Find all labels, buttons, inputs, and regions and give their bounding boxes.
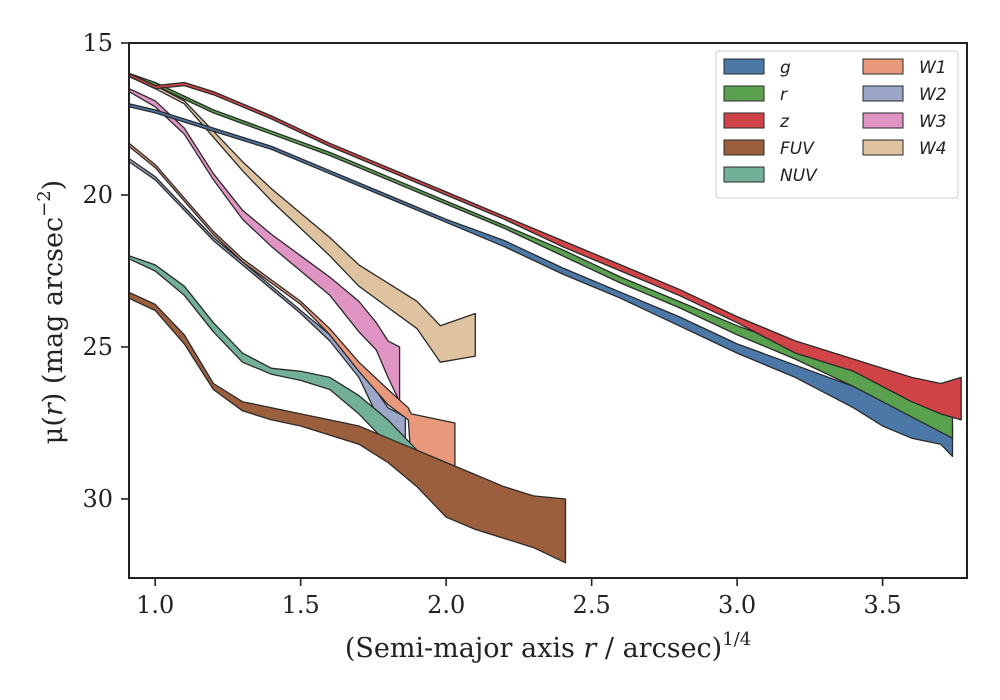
series-band-w4 — [129, 73, 475, 362]
legend-swatch-w4 — [863, 140, 903, 155]
legend-swatch-w2 — [863, 86, 903, 101]
y-tick-label: 20 — [82, 181, 113, 209]
legend-label-r: r — [780, 85, 788, 105]
x-tick-label: 3.0 — [718, 591, 756, 619]
x-tick-label: 2.5 — [573, 591, 611, 619]
legend-label-w4: W4 — [919, 139, 947, 159]
legend-label-nuv: NUV — [780, 166, 818, 186]
x-axis-label: (Semi-major axis r / arcsec)1/4 — [345, 629, 751, 664]
chart: 1.0 1.5 2.0 2.5 3.0 3.5 15 20 25 30 (Semi-major … — [0, 0, 1000, 700]
series-band-w3 — [129, 89, 400, 402]
legend-swatch-z — [724, 113, 764, 128]
legend-swatch-w1 — [863, 59, 903, 74]
series-band-fuv — [129, 292, 566, 563]
x-tick-label: 3.5 — [864, 591, 902, 619]
y-tick-label: 15 — [82, 29, 113, 57]
legend-swatch-nuv — [724, 167, 764, 182]
legend-swatch-fuv — [724, 140, 764, 155]
legend-swatch-w3 — [863, 113, 903, 128]
y-tick-label: 30 — [82, 485, 113, 513]
y-axis-label: μ(r) (mag arcsec−2) — [34, 180, 69, 444]
legend-label-w1: W1 — [919, 58, 947, 78]
x-tick-label: 1.0 — [136, 591, 174, 619]
x-tick-label: 2.0 — [427, 591, 465, 619]
x-axis: 1.0 1.5 2.0 2.5 3.0 3.5 — [136, 578, 902, 619]
legend-label-fuv: FUV — [780, 139, 815, 159]
y-tick-label: 25 — [82, 333, 113, 361]
legend-label-w3: W3 — [919, 112, 947, 132]
legend: grz FUV NUV W1 W2 W3 W4 — [716, 51, 958, 198]
legend-swatch-g — [724, 59, 764, 74]
x-tick-label: 1.5 — [282, 591, 320, 619]
y-axis: 15 20 25 30 — [82, 29, 129, 513]
legend-label-z: z — [779, 112, 790, 132]
legend-label-g: g — [780, 58, 791, 78]
legend-label-w2: W2 — [919, 85, 947, 105]
legend-swatch-r — [724, 86, 764, 101]
